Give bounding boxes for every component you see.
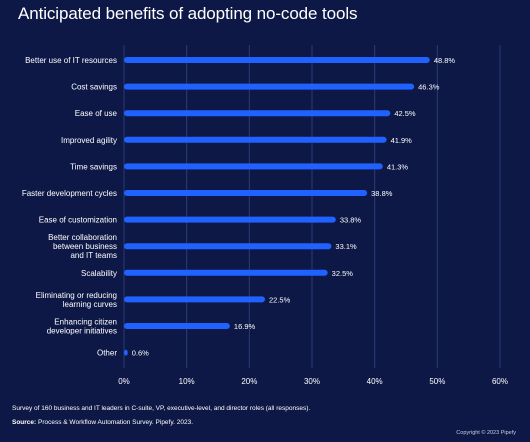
x-tick-label: 10%: [179, 377, 195, 386]
value-label: 41.9%: [391, 136, 413, 145]
source-text: Process & Workflow Automation Survey. Pi…: [36, 419, 193, 426]
value-label: 32.5%: [332, 269, 354, 278]
category-label-line: and IT teams: [70, 251, 117, 260]
category-label-line: developer initiatives: [47, 327, 117, 336]
bar: [124, 216, 336, 223]
bar: [124, 269, 328, 276]
copyright: Copyright © 2023 Pipefy: [456, 430, 516, 436]
category-label: Better collaboration between business and …: [48, 233, 117, 260]
source-label: Source:: [12, 419, 37, 426]
x-tick-label: 40%: [367, 377, 383, 386]
category-label: Improved agility: [61, 136, 117, 145]
category-label-line: Other: [97, 349, 117, 358]
value-label: 46.3%: [418, 83, 440, 92]
category-label-line: Enhancing citizen: [54, 318, 117, 327]
category-label-line: Eliminating or reducing: [36, 291, 117, 300]
bar: [124, 83, 415, 90]
category-label-line: Cost savings: [71, 83, 117, 92]
x-tick-label: 0%: [118, 377, 130, 386]
value-label: 33.8%: [340, 216, 362, 225]
category-label-line: learning curves: [63, 300, 117, 309]
category-label: Better use of IT resources: [25, 56, 117, 65]
bar: [124, 136, 387, 143]
category-label: Ease of use: [75, 109, 118, 118]
bar: [124, 243, 332, 250]
value-label: 48.8%: [434, 56, 456, 65]
value-label: 33.1%: [335, 242, 357, 251]
bar: [124, 323, 230, 329]
bar: [124, 190, 368, 196]
category-label-line: Better use of IT resources: [25, 56, 117, 65]
bar: [124, 296, 265, 303]
category-label: Time savings: [70, 162, 117, 171]
category-label-line: Ease of customization: [39, 216, 117, 225]
x-tick-label: 60%: [492, 377, 508, 386]
category-label: Cost savings: [71, 83, 117, 92]
category-label: Faster development cycles: [22, 189, 117, 198]
category-label-line: Ease of use: [75, 109, 118, 118]
value-label: 0.6%: [132, 349, 149, 358]
value-label: 41.3%: [387, 162, 409, 171]
value-label: 42.5%: [394, 109, 416, 118]
chart-title: Anticipated benefits of adopting no-code…: [18, 4, 358, 23]
bar: [124, 163, 383, 170]
bar: [124, 349, 128, 356]
category-label: Enhancing citizen developer initiatives: [47, 318, 117, 336]
category-label-line: Scalability: [81, 269, 117, 278]
bar: [124, 57, 430, 63]
x-tick-label: 30%: [304, 377, 320, 386]
x-tick-label: 20%: [241, 377, 257, 386]
category-label: Scalability: [81, 269, 117, 278]
category-label: Ease of customization: [39, 216, 117, 225]
category-label-line: Improved agility: [61, 136, 117, 145]
x-tick-label: 50%: [429, 377, 445, 386]
category-label-line: Faster development cycles: [22, 189, 117, 198]
value-label: 38.8%: [371, 189, 393, 198]
source-line: Source: Process & Workflow Automation Su…: [12, 419, 193, 426]
category-label: Other: [97, 349, 117, 358]
category-label-line: Better collaboration: [48, 233, 117, 242]
value-label: 22.5%: [269, 295, 291, 304]
category-label: Eliminating or reducing learning curves: [36, 291, 117, 309]
value-label: 16.9%: [234, 322, 256, 331]
category-label-line: Time savings: [70, 162, 117, 171]
bar: [124, 110, 391, 117]
bar-chart: 0% 10% 20% 30% 40% 50% 60% Better use of IT res…: [22, 45, 508, 386]
category-label-line: between business: [53, 242, 117, 251]
survey-note: Survey of 160 business and IT leaders in…: [12, 405, 311, 412]
